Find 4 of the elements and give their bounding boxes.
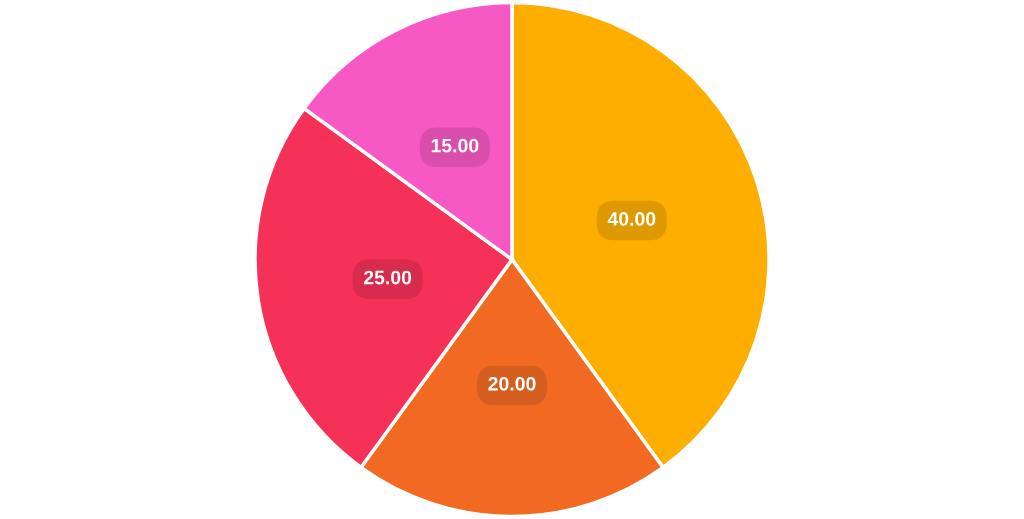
data-label: 40.00 bbox=[607, 212, 656, 226]
data-label: 20.00 bbox=[488, 376, 536, 391]
data-label: 25.00 bbox=[363, 270, 412, 285]
data-label: 15.00 bbox=[431, 138, 479, 153]
